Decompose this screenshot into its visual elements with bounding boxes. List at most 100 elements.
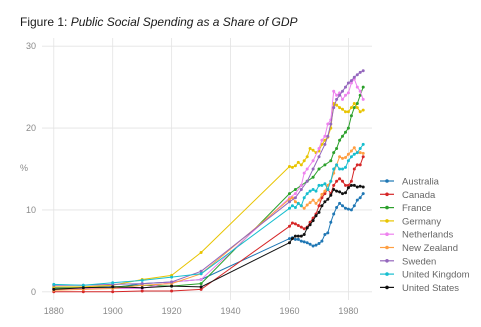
legend-label: New Zealand bbox=[402, 243, 458, 254]
data-point bbox=[293, 164, 297, 168]
data-point bbox=[140, 286, 144, 290]
data-point bbox=[332, 167, 336, 171]
data-point bbox=[288, 206, 291, 210]
data-point bbox=[317, 198, 321, 202]
data-point bbox=[293, 192, 297, 196]
data-point bbox=[314, 243, 318, 247]
data-point bbox=[320, 239, 324, 243]
data-point bbox=[288, 200, 291, 204]
data-point bbox=[293, 188, 297, 191]
grid bbox=[42, 38, 372, 300]
data-point bbox=[349, 155, 353, 159]
series-new-zealand bbox=[52, 146, 365, 292]
legend-item: New Zealand bbox=[380, 243, 458, 254]
data-point bbox=[293, 196, 297, 200]
legend-label: Germany bbox=[402, 216, 441, 227]
data-point bbox=[323, 163, 327, 167]
x-tick-label: 1920 bbox=[162, 306, 182, 316]
data-point bbox=[302, 159, 306, 163]
data-point bbox=[305, 192, 309, 196]
data-point bbox=[111, 285, 115, 289]
data-point bbox=[346, 81, 350, 85]
data-point bbox=[341, 179, 344, 183]
legend-swatch-dot bbox=[385, 192, 389, 197]
data-point bbox=[341, 192, 344, 196]
data-point bbox=[355, 185, 359, 189]
data-point bbox=[323, 182, 327, 186]
data-point bbox=[320, 204, 324, 208]
data-point bbox=[335, 103, 339, 107]
data-point bbox=[344, 130, 347, 134]
data-point bbox=[81, 286, 85, 290]
data-point bbox=[361, 151, 365, 155]
data-point bbox=[338, 106, 342, 110]
data-point bbox=[308, 242, 312, 246]
data-point bbox=[317, 167, 321, 171]
data-point bbox=[358, 184, 362, 188]
data-point bbox=[326, 134, 330, 138]
series-line bbox=[53, 86, 364, 289]
data-point bbox=[346, 207, 350, 211]
data-point bbox=[341, 204, 344, 208]
data-point bbox=[338, 167, 342, 171]
data-point bbox=[332, 212, 336, 216]
series-line bbox=[53, 70, 364, 286]
data-point bbox=[338, 155, 342, 159]
data-point bbox=[288, 165, 291, 168]
data-point bbox=[329, 193, 333, 197]
tick-labels: 1880 1900 1920 1940 1960 1980 0 10 20 30 bbox=[26, 41, 358, 316]
legend-swatch-dot bbox=[385, 245, 389, 250]
data-point bbox=[299, 234, 303, 238]
data-point bbox=[344, 110, 347, 114]
data-point bbox=[199, 285, 203, 289]
data-point bbox=[140, 289, 144, 293]
data-point bbox=[349, 183, 353, 187]
data-point bbox=[299, 183, 303, 187]
legend-swatch-dot bbox=[385, 259, 389, 263]
data-point bbox=[314, 214, 318, 218]
data-point bbox=[311, 188, 315, 191]
data-point bbox=[358, 151, 362, 155]
legend-label: Canada bbox=[402, 190, 436, 201]
data-point bbox=[344, 191, 347, 195]
y-tick-label: 20 bbox=[26, 123, 36, 133]
data-point bbox=[293, 234, 297, 238]
data-point bbox=[52, 287, 56, 291]
data-point bbox=[199, 287, 203, 291]
data-point bbox=[361, 108, 365, 112]
data-point bbox=[199, 282, 203, 286]
data-point bbox=[293, 206, 297, 209]
legend-label: Australia bbox=[402, 177, 440, 188]
legend-label: Sweden bbox=[402, 256, 436, 267]
x-tick-label: 1940 bbox=[221, 306, 241, 316]
data-point bbox=[352, 204, 356, 208]
data-point bbox=[332, 188, 336, 191]
data-point bbox=[323, 192, 327, 196]
data-point bbox=[344, 85, 347, 89]
data-point bbox=[299, 188, 303, 191]
data-point bbox=[140, 278, 144, 282]
data-point bbox=[326, 188, 330, 191]
series-netherlands bbox=[52, 77, 365, 291]
data-point bbox=[302, 240, 306, 244]
data-point bbox=[290, 165, 294, 169]
data-point bbox=[317, 204, 321, 208]
data-point bbox=[302, 227, 306, 231]
data-point bbox=[355, 163, 359, 167]
data-point bbox=[311, 244, 315, 248]
data-point bbox=[329, 220, 333, 224]
data-point bbox=[361, 155, 365, 159]
legend-label: France bbox=[402, 203, 432, 214]
data-point bbox=[341, 156, 344, 160]
data-point bbox=[302, 206, 306, 210]
chart-title-prefix: Figure 1: bbox=[20, 15, 67, 29]
data-point bbox=[349, 81, 353, 85]
legend-swatch-dot bbox=[385, 219, 389, 223]
data-point bbox=[335, 206, 339, 209]
data-point bbox=[320, 183, 324, 187]
data-point bbox=[293, 200, 297, 204]
data-point bbox=[288, 224, 291, 228]
data-point bbox=[341, 134, 344, 138]
data-point bbox=[352, 102, 356, 105]
